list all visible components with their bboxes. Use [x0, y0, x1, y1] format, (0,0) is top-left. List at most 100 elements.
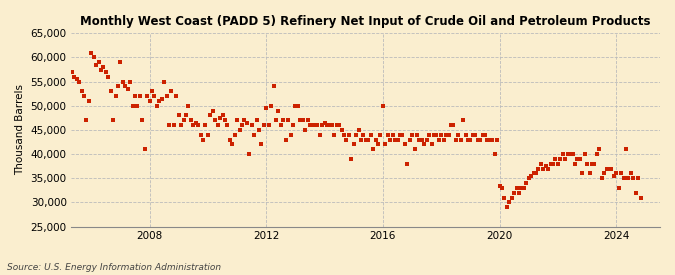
Point: [529, 171, 539, 176]
Point: [333, 123, 344, 127]
Point: [400, 142, 410, 147]
Point: [606, 166, 617, 171]
Point: [304, 123, 315, 127]
Point: [458, 118, 468, 122]
Point: [487, 138, 497, 142]
Point: [485, 138, 495, 142]
Text: Source: U.S. Energy Information Administration: Source: U.S. Energy Information Administ…: [7, 263, 221, 272]
Point: [280, 138, 291, 142]
Point: [74, 79, 84, 84]
Point: [465, 138, 476, 142]
Point: [348, 142, 359, 147]
Point: [477, 133, 488, 137]
Point: [154, 99, 165, 103]
Point: [248, 133, 259, 137]
Point: [429, 133, 439, 137]
Point: [514, 191, 524, 195]
Point: [173, 113, 184, 118]
Point: [365, 133, 376, 137]
Point: [587, 162, 597, 166]
Point: [441, 133, 452, 137]
Point: [538, 166, 549, 171]
Point: [307, 123, 318, 127]
Point: [497, 186, 508, 190]
Point: [93, 60, 104, 65]
Point: [618, 176, 629, 180]
Point: [558, 152, 568, 156]
Point: [302, 118, 313, 122]
Point: [550, 157, 561, 161]
Point: [115, 60, 126, 65]
Point: [198, 138, 209, 142]
Point: [577, 171, 588, 176]
Point: [125, 79, 136, 84]
Point: [421, 138, 432, 142]
Point: [324, 123, 335, 127]
Point: [603, 166, 614, 171]
Point: [254, 128, 265, 132]
Point: [239, 118, 250, 122]
Point: [567, 152, 578, 156]
Point: [509, 191, 520, 195]
Point: [312, 123, 323, 127]
Point: [448, 123, 459, 127]
Point: [163, 123, 174, 127]
Point: [632, 176, 643, 180]
Point: [579, 152, 590, 156]
Point: [76, 89, 87, 94]
Point: [166, 89, 177, 94]
Point: [256, 142, 267, 147]
Point: [217, 113, 228, 118]
Point: [127, 104, 138, 108]
Point: [64, 84, 75, 89]
Point: [288, 123, 298, 127]
Point: [120, 84, 131, 89]
Point: [202, 133, 213, 137]
Point: [72, 77, 82, 81]
Point: [149, 94, 160, 98]
Point: [526, 174, 537, 178]
Point: [482, 138, 493, 142]
Point: [336, 128, 347, 132]
Point: [117, 79, 128, 84]
Point: [122, 87, 133, 91]
Point: [103, 75, 113, 79]
Point: [614, 186, 624, 190]
Point: [259, 123, 269, 127]
Point: [78, 94, 89, 98]
Point: [108, 118, 119, 122]
Point: [616, 171, 626, 176]
Point: [341, 138, 352, 142]
Point: [424, 133, 435, 137]
Point: [453, 133, 464, 137]
Point: [608, 174, 619, 178]
Point: [555, 157, 566, 161]
Point: [161, 94, 172, 98]
Point: [268, 84, 279, 89]
Point: [541, 164, 551, 168]
Point: [224, 138, 235, 142]
Point: [547, 162, 558, 166]
Point: [433, 138, 444, 142]
Point: [511, 186, 522, 190]
Point: [261, 106, 271, 111]
Point: [521, 181, 532, 185]
Point: [601, 166, 612, 171]
Point: [531, 171, 541, 176]
Point: [475, 138, 485, 142]
Point: [59, 94, 70, 98]
Point: [360, 138, 371, 142]
Point: [630, 191, 641, 195]
Point: [159, 79, 169, 84]
Point: [297, 118, 308, 122]
Point: [611, 171, 622, 176]
Point: [339, 133, 350, 137]
Point: [283, 118, 294, 122]
Point: [232, 118, 242, 122]
Point: [572, 157, 583, 161]
Point: [81, 118, 92, 122]
Point: [181, 113, 192, 118]
Point: [489, 152, 500, 156]
Point: [499, 196, 510, 200]
Point: [506, 196, 517, 200]
